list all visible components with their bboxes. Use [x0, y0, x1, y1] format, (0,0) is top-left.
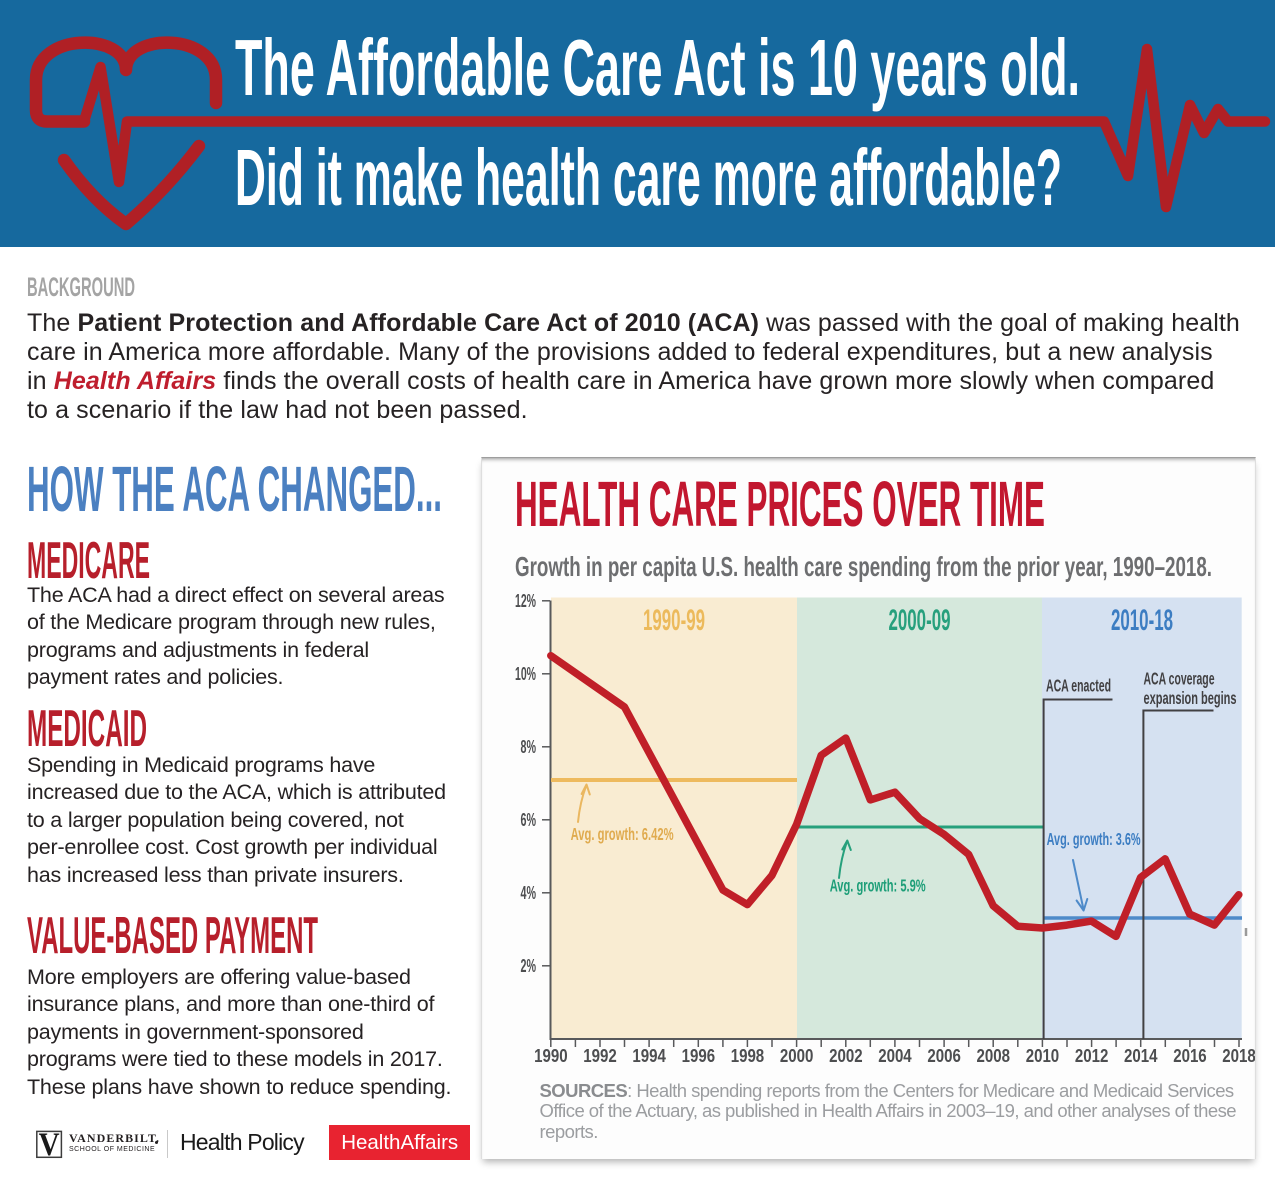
svg-text:1992: 1992: [583, 1046, 617, 1066]
svg-text:2%: 2%: [521, 956, 537, 976]
svg-text:6%: 6%: [521, 810, 537, 830]
svg-text:Avg. growth: 3.6%: Avg. growth: 3.6%: [1047, 829, 1141, 849]
svg-text:BACKGROUND: BACKGROUND: [27, 272, 135, 302]
svg-text:Avg. growth: 6.42%: Avg. growth: 6.42%: [571, 824, 674, 844]
svg-text:2000-09: 2000-09: [889, 604, 951, 637]
svg-text:HOW THE ACA CHANGED...: HOW THE ACA CHANGED...: [27, 460, 442, 516]
svg-text:10%: 10%: [515, 664, 536, 684]
svg-text:2004: 2004: [878, 1046, 912, 1066]
svg-text:2016: 2016: [1173, 1046, 1207, 1066]
svg-text:2000: 2000: [780, 1046, 814, 1066]
svg-text:2014: 2014: [1124, 1046, 1158, 1066]
svg-text:2008: 2008: [977, 1046, 1011, 1066]
svg-text:expansion begins: expansion begins: [1144, 688, 1237, 708]
svg-text:4%: 4%: [521, 883, 537, 903]
svg-text:8%: 8%: [521, 737, 537, 757]
svg-text:2002: 2002: [829, 1046, 863, 1066]
svg-text:1994: 1994: [632, 1046, 666, 1066]
svg-text:ACA coverage: ACA coverage: [1144, 669, 1215, 689]
svg-text:ACA enacted: ACA enacted: [1046, 676, 1111, 696]
svg-text:12%: 12%: [515, 591, 536, 611]
svg-text:2010: 2010: [1026, 1046, 1060, 1066]
svg-text:Avg. growth: 5.9%: Avg. growth: 5.9%: [830, 876, 926, 896]
svg-text:MEDICARE: MEDICARE: [27, 538, 150, 582]
svg-text:1996: 1996: [682, 1046, 716, 1066]
svg-text:1990-99: 1990-99: [643, 604, 705, 637]
svg-text:HEALTH CARE PRICES OVER TIME: HEALTH CARE PRICES OVER TIME: [515, 468, 1045, 540]
svg-text:1990: 1990: [534, 1046, 568, 1066]
svg-text:MEDICAID: MEDICAID: [27, 706, 147, 750]
svg-text:2006: 2006: [927, 1046, 961, 1066]
svg-text:2012: 2012: [1075, 1046, 1109, 1066]
svg-text:2018: 2018: [1222, 1046, 1255, 1066]
svg-text:VALUE-BASED PAYMENT: VALUE-BASED PAYMENT: [27, 913, 318, 957]
svg-text:V: V: [39, 1130, 60, 1160]
svg-text:Growth in per capita U.S. heal: Growth in per capita U.S. health care sp…: [515, 551, 1212, 582]
svg-text:1998: 1998: [731, 1046, 765, 1066]
svg-text:The Affordable Care Act is 10: The Affordable Care Act is 10 years old.: [235, 23, 1080, 112]
svg-text:2010-18: 2010-18: [1111, 604, 1173, 637]
svg-text:Did it make health care more a: Did it make health care more affordable?: [235, 133, 1062, 222]
